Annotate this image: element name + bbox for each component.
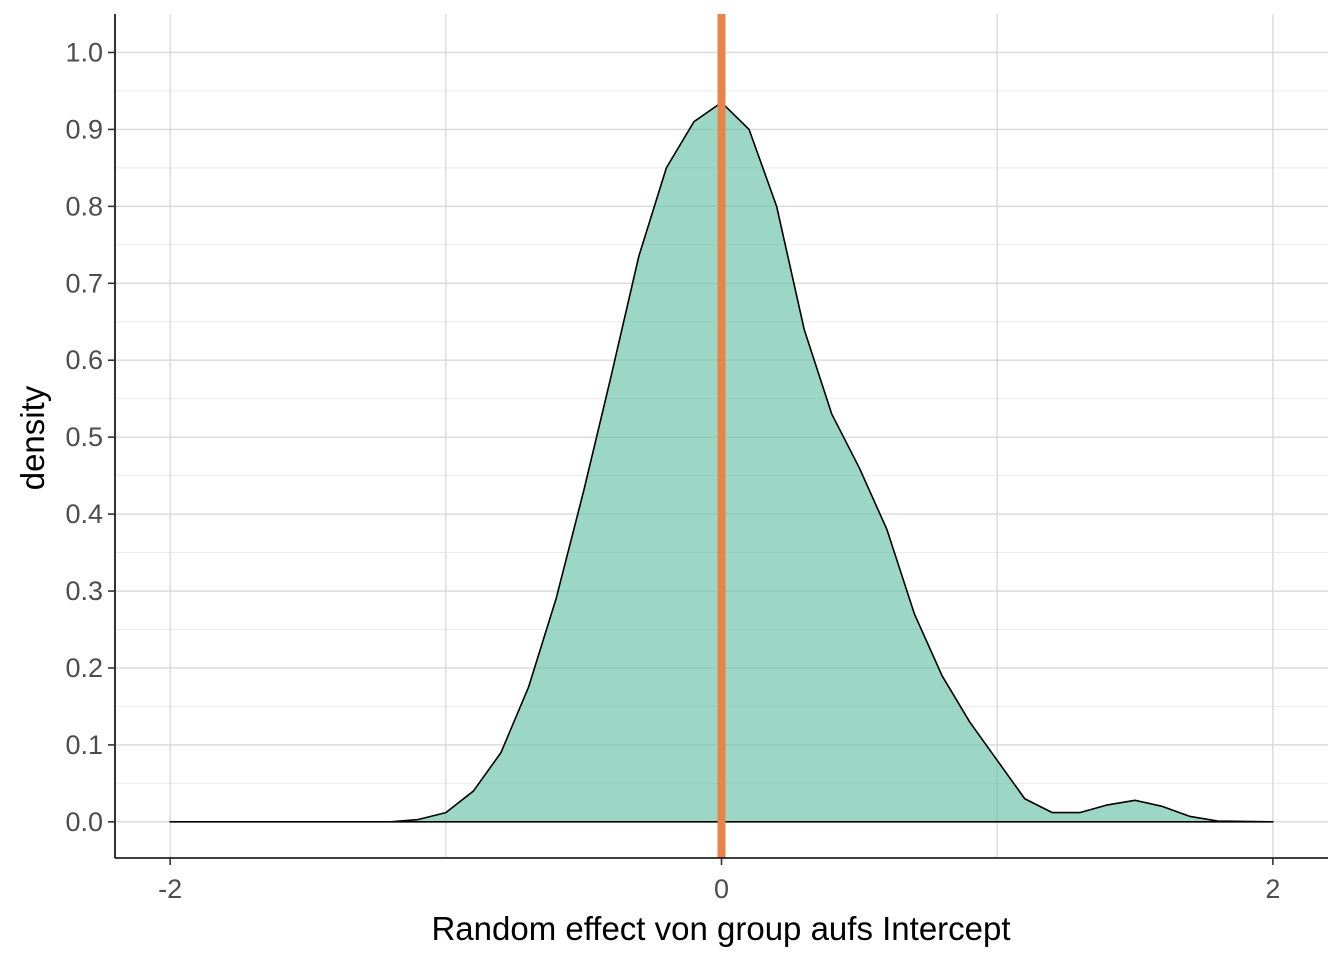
y-tick-label: 0.8 [65,191,103,221]
axes [108,14,1328,865]
x-tick-labels: -2 0 2 [158,874,1280,904]
y-tick-label: 0.6 [65,345,103,375]
y-tick-label: 0.7 [65,268,103,298]
y-tick-labels: 0.0 0.1 0.2 0.3 0.4 0.5 0.6 0.7 0.8 0.9 1.0 [65,37,103,836]
y-tick-label: 0.2 [65,653,103,683]
y-tick-label: 0.3 [65,576,103,606]
y-tick-label: 0.9 [65,114,103,144]
x-tick-label: -2 [158,874,182,904]
y-tick-label: 0.0 [65,807,103,837]
x-tick-label: 0 [714,874,729,904]
y-tick-label: 0.5 [65,422,103,452]
x-tick-label: 2 [1265,874,1280,904]
y-tick-label: 0.1 [65,730,103,760]
y-axis-title: density [14,385,51,490]
y-tick-label: 1.0 [65,37,103,67]
y-tick-label: 0.4 [65,499,103,529]
x-axis-title: Random effect von group aufs Intercept [431,910,1010,947]
